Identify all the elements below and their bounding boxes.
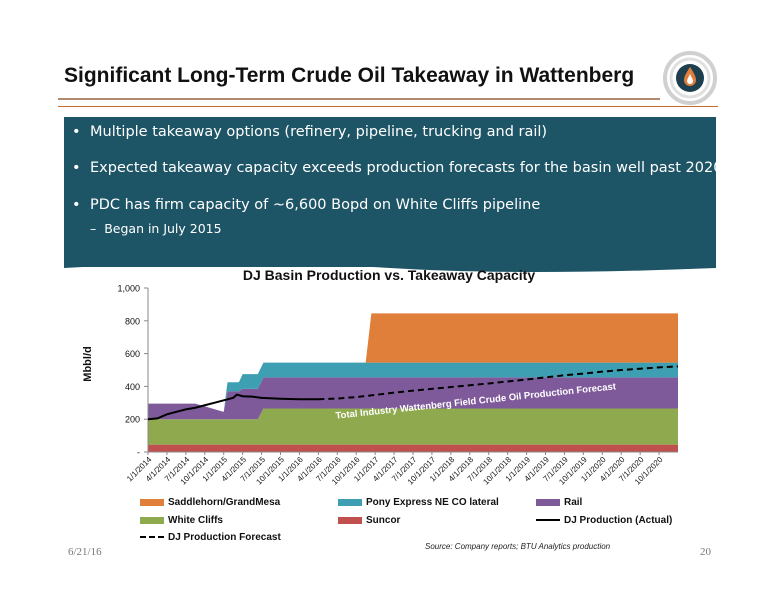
legend-pony-express: Pony Express NE CO lateral	[338, 497, 499, 508]
bullet-marker: •	[72, 160, 81, 176]
y-tick-label: 400	[125, 382, 140, 392]
area-saddlehorn-grandmesa	[148, 313, 678, 412]
sub-bullet-marker: –	[90, 221, 97, 236]
legend-production-actual: DJ Production (Actual)	[536, 515, 672, 526]
legend-label: Saddlehorn/GrandMesa	[168, 497, 281, 508]
title-underline	[58, 98, 660, 100]
legend-label: Rail	[564, 497, 583, 508]
bullet-marker: •	[72, 124, 81, 140]
production-actual-line	[147, 393, 319, 421]
y-tick-label: -	[137, 448, 140, 458]
y-tick-label: 800	[125, 316, 140, 326]
legend-swatch	[140, 516, 164, 524]
legend-swatch	[536, 519, 560, 522]
slide-title: Significant Long-Term Crude Oil Takeaway…	[64, 64, 635, 87]
legend-label: White Cliffs	[168, 515, 223, 526]
panel-wave	[64, 250, 716, 272]
bullet-item: • PDC has firm capacity of ~6,600 Bopd on…	[72, 197, 540, 213]
legend-rail: Rail	[536, 497, 582, 508]
legend-production-forecast: DJ Production Forecast	[140, 532, 281, 543]
y-axis-label: Mbbl/d	[82, 346, 94, 381]
legend-label: DJ Production (Actual)	[564, 515, 673, 526]
chart-title: DJ Basin Production vs. Takeaway Capacit…	[243, 267, 536, 283]
area-rail	[148, 377, 678, 420]
legend-swatch	[536, 498, 560, 506]
title-accent-line	[58, 106, 718, 107]
source-note: Source: Company reports; BTU Analytics p…	[425, 542, 611, 551]
legend-label: Pony Express NE CO lateral	[366, 497, 499, 508]
bullet-marker: •	[72, 197, 81, 213]
area-suncor	[148, 444, 678, 452]
y-tick-label: 200	[125, 415, 140, 425]
area-white-cliffs	[148, 408, 678, 445]
sub-bullet-text: Began in July 2015	[104, 221, 222, 236]
legend-swatch	[140, 536, 164, 539]
legend-swatch	[338, 498, 362, 506]
bullet-item: • Multiple takeaway options (refinery, pi…	[72, 124, 547, 140]
company-logo-icon	[663, 51, 717, 105]
y-tick-label: 1,000	[117, 284, 140, 294]
y-tick-label: 600	[125, 349, 140, 359]
legend-swatch	[140, 498, 164, 506]
sub-bullet-item: – Began in July 2015	[90, 221, 222, 236]
page-number: 20	[700, 546, 711, 558]
legend-swatch	[338, 516, 362, 524]
production-forecast-line	[318, 365, 679, 401]
legend-suncor: Suncor	[338, 515, 400, 526]
area-pony-express-ne-co-lateral	[148, 362, 678, 412]
bullet-text: PDC has firm capacity of ~6,600 Bopd on …	[90, 197, 541, 213]
bullet-panel: • Multiple takeaway options (refinery, pi…	[64, 117, 722, 267]
bullet-item: • Expected takeaway capacity exceeds prod…	[72, 160, 722, 176]
bullet-text: Expected takeaway capacity exceeds produ…	[90, 160, 723, 176]
legend-white-cliffs: White Cliffs	[140, 515, 223, 526]
bullet-text: Multiple takeaway options (refinery, pip…	[90, 124, 548, 140]
legend-label: Suncor	[366, 515, 401, 526]
slide-date: 6/21/16	[68, 546, 102, 558]
legend-saddlehorn: Saddlehorn/GrandMesa	[140, 497, 280, 508]
legend-label: DJ Production Forecast	[168, 532, 281, 543]
